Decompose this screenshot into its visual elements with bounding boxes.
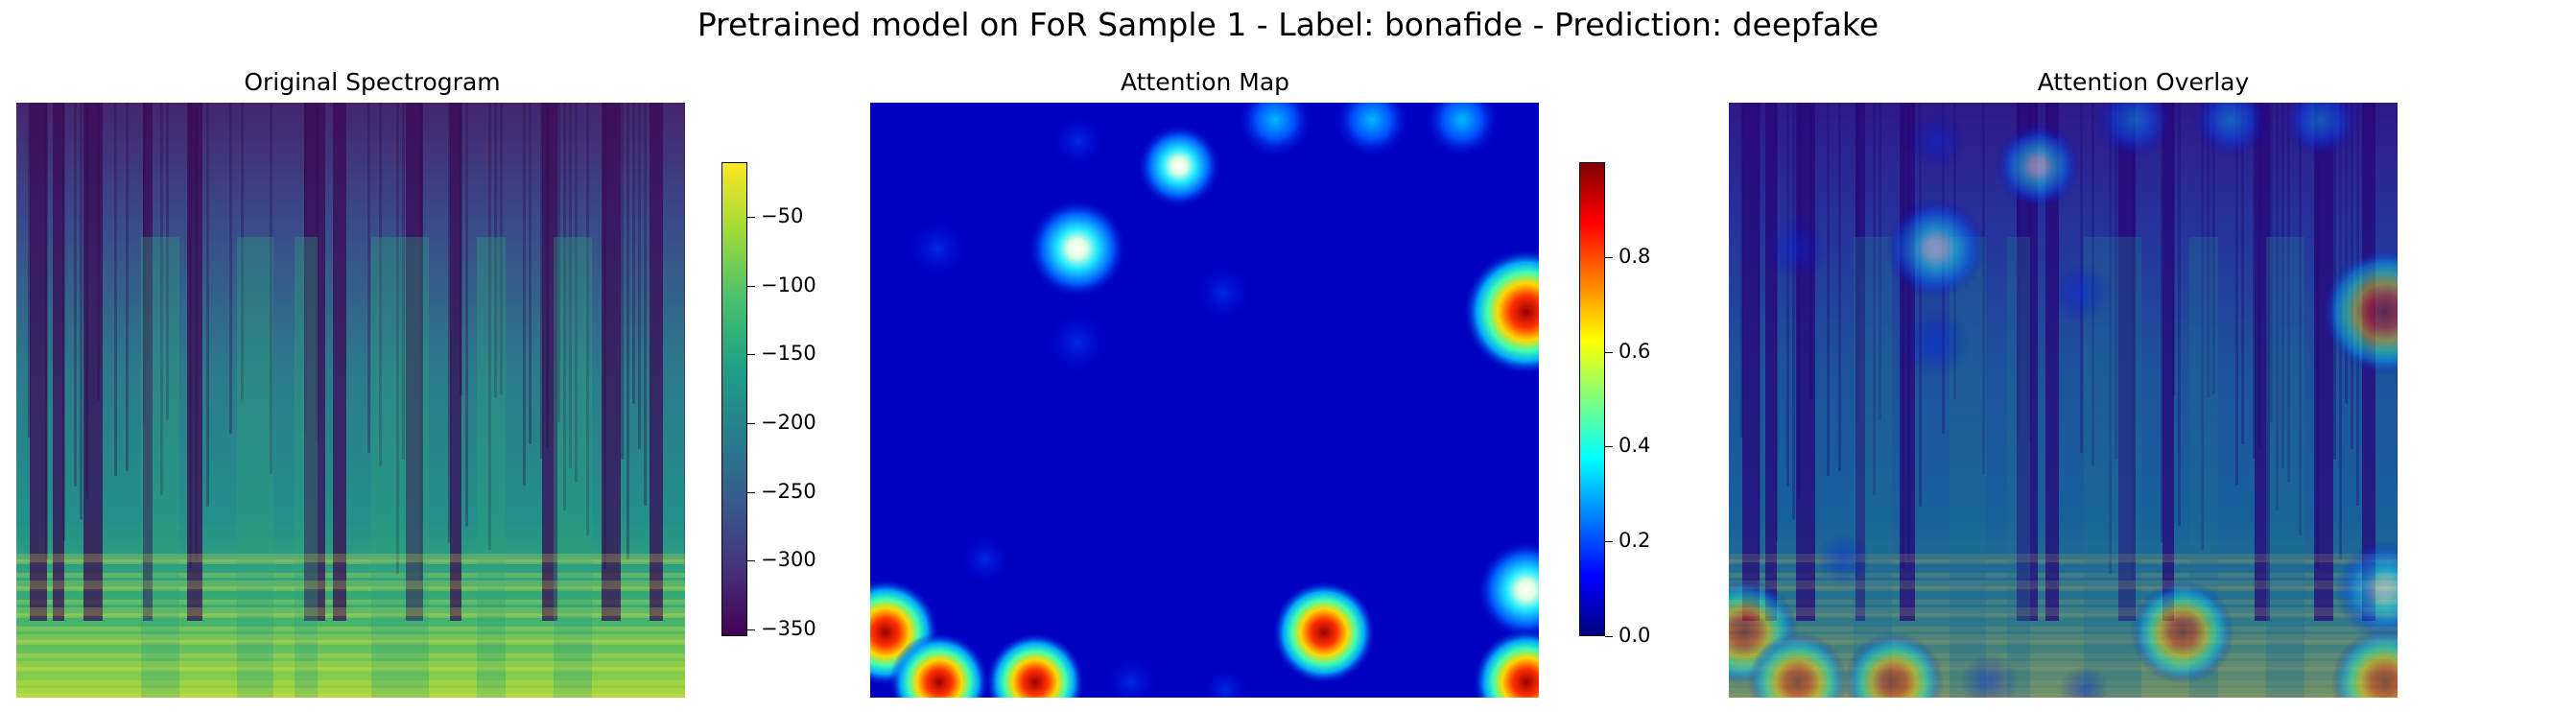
- colorbar-tick-label: 0.4: [1619, 434, 1651, 458]
- attention-colorbar: [1579, 162, 1605, 636]
- attention-map-image: [870, 103, 1539, 698]
- overlay-title: Attention Overlay: [2037, 68, 2250, 96]
- colorbar-tick-mark: [747, 217, 755, 219]
- colorbar-tick-label: −200: [761, 411, 816, 435]
- overlay-image: [1729, 103, 2398, 698]
- colorbar-tick-label: −100: [761, 273, 816, 297]
- colorbar-tick-mark: [747, 491, 755, 493]
- attention-colorbar-ticks: 0.0 0.2 0.4 0.6 0.8: [1605, 162, 1720, 647]
- colorbar-tick-label: −150: [761, 342, 816, 366]
- figure-suptitle: Pretrained model on FoR Sample 1 - Label…: [697, 6, 1879, 43]
- colorbar-tick-mark: [1605, 636, 1613, 637]
- colorbar-tick-mark: [747, 560, 755, 562]
- colorbar-tick-label: −50: [761, 204, 804, 228]
- colorbar-tick-label: −350: [761, 616, 816, 640]
- spectrogram-image: [16, 103, 685, 698]
- colorbar-tick-mark: [1605, 351, 1613, 353]
- spectrogram-colorbar-ticks: −50 −100 −150 −200 −250 −300 −350: [747, 162, 863, 640]
- colorbar-tick-mark: [1605, 541, 1613, 543]
- attention-map-title: Attention Map: [1120, 68, 1290, 96]
- colorbar-tick-mark: [1605, 256, 1613, 258]
- colorbar-tick-label: −250: [761, 479, 816, 503]
- colorbar-tick-label: −300: [761, 548, 816, 572]
- colorbar-tick-label: 0.0: [1619, 624, 1651, 647]
- spectrogram-bands: [16, 103, 685, 698]
- colorbar-tick-mark: [747, 423, 755, 425]
- spectrogram-title: Original Spectrogram: [244, 68, 501, 96]
- colorbar-tick-mark: [747, 354, 755, 356]
- attention-blobs: [870, 103, 1539, 698]
- colorbar-tick-mark: [1605, 446, 1613, 448]
- colorbar-tick-mark: [747, 285, 755, 287]
- colorbar-tick-label: 0.8: [1619, 244, 1651, 268]
- colorbar-tick-label: 0.2: [1619, 529, 1651, 553]
- spectrogram-colorbar: [721, 162, 747, 636]
- colorbar-tick-mark: [747, 629, 755, 630]
- colorbar-tick-label: 0.6: [1619, 339, 1651, 363]
